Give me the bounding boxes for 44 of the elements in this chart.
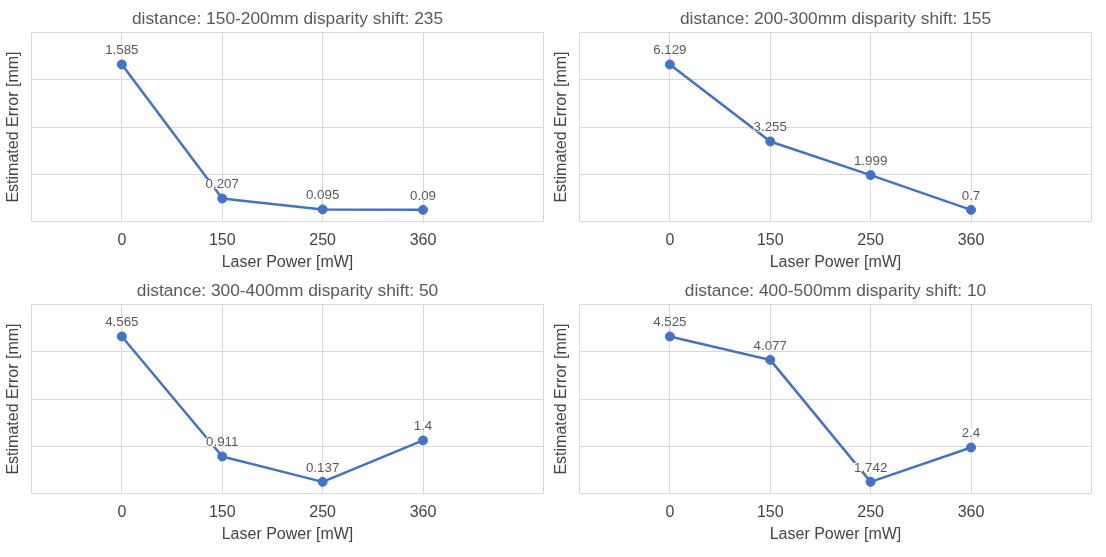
data-label: 4.077 <box>753 337 787 353</box>
data-label: 0.207 <box>205 176 239 192</box>
x-tick-label: 250 <box>309 230 337 248</box>
x-tick-label: 250 <box>857 502 885 520</box>
data-label: 2.4 <box>961 425 981 441</box>
x-tick-label: 150 <box>208 502 236 520</box>
x-axis-title: Laser Power [mW] <box>769 524 902 542</box>
data-label: 1.742 <box>853 459 888 475</box>
data-label: 4.565 <box>105 314 139 330</box>
x-tick-label: 360 <box>957 502 985 520</box>
data-label: 3.255 <box>753 119 787 135</box>
data-label: 1.999 <box>853 153 888 169</box>
x-tick-label: 150 <box>756 230 784 248</box>
x-axis-title: Laser Power [mW] <box>221 524 354 542</box>
data-label: 0.095 <box>305 187 340 203</box>
chart-title: distance: 200-300mm disparity shift: 155 <box>679 7 992 28</box>
y-axis-title: Estimated Error [mm] <box>3 51 21 203</box>
x-tick-label: 360 <box>957 230 985 248</box>
x-tick-label: 150 <box>208 230 236 248</box>
x-axis-title: Laser Power [mW] <box>221 252 354 270</box>
chart-title: distance: 150-200mm disparity shift: 235 <box>131 7 444 28</box>
x-tick-label: 360 <box>409 502 437 520</box>
chart-title: distance: 300-400mm disparity shift: 50 <box>136 279 439 300</box>
x-tick-label: 360 <box>409 230 437 248</box>
x-tick-label: 150 <box>756 502 784 520</box>
data-label: 6.129 <box>653 42 687 58</box>
data-label: 1.4 <box>413 418 433 434</box>
y-axis-title: Estimated Error [mm] <box>551 51 569 203</box>
y-axis-title: Estimated Error [mm] <box>551 323 569 475</box>
chart-title: distance: 400-500mm disparity shift: 10 <box>684 279 987 300</box>
x-tick-label: 0 <box>665 230 675 248</box>
data-label: 0.7 <box>961 187 981 203</box>
x-tick-label: 250 <box>857 230 885 248</box>
x-tick-label: 0 <box>117 502 127 520</box>
x-tick-label: 250 <box>309 502 337 520</box>
data-label: 0.137 <box>305 459 340 475</box>
y-axis-title: Estimated Error [mm] <box>3 323 21 475</box>
x-tick-label: 0 <box>665 502 675 520</box>
x-tick-label: 0 <box>117 230 127 248</box>
data-label: 0.09 <box>410 187 437 203</box>
data-label: 4.525 <box>653 314 687 330</box>
data-label: 1.585 <box>105 42 139 58</box>
x-axis-title: Laser Power [mW] <box>769 252 902 270</box>
data-label: 0.911 <box>206 434 239 450</box>
